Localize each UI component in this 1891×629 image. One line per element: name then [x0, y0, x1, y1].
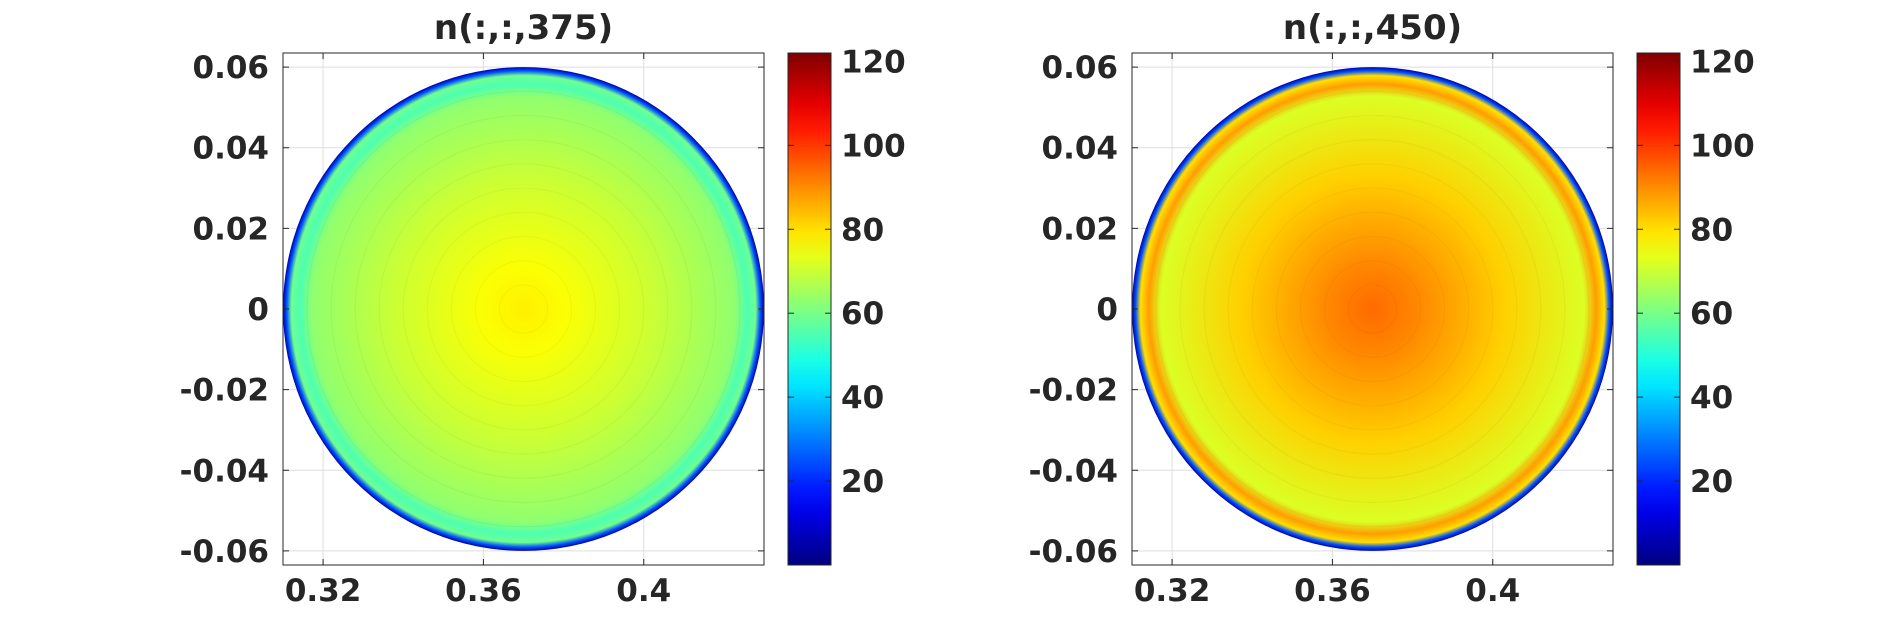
disk-field — [283, 67, 764, 551]
colorbar-tick-label: 40 — [1690, 380, 1733, 416]
y-tick-label: -0.06 — [1029, 534, 1118, 570]
x-tick-label: 0.36 — [445, 573, 522, 609]
y-tick-label: 0.06 — [1042, 50, 1119, 86]
x-tick-label: 0.36 — [1294, 573, 1371, 609]
colorbar — [788, 53, 831, 565]
x-tick-label: 0.4 — [616, 573, 671, 609]
y-tick-label: 0.06 — [193, 50, 270, 86]
chart-title: n(:,:,450) — [1283, 8, 1462, 48]
colorbar-box — [787, 52, 832, 566]
y-tick-label: -0.02 — [1029, 373, 1118, 409]
colorbar-tick-label: 120 — [841, 44, 906, 80]
y-tick-label: -0.02 — [180, 373, 269, 409]
y-tick-label: -0.04 — [180, 453, 269, 489]
y-tick-label: -0.06 — [180, 534, 269, 570]
x-tick-label: 0.32 — [1134, 573, 1211, 609]
colorbar-tick-label: 100 — [1690, 128, 1755, 164]
x-tick-label: 0.32 — [285, 573, 362, 609]
colorbar — [1637, 53, 1680, 565]
y-tick-label: 0.02 — [1042, 211, 1119, 247]
colorbar-tick-label: 40 — [841, 380, 884, 416]
x-tick-label: 0.4 — [1465, 573, 1520, 609]
chart-panel: 0.32 0.36 0.4 0.06 0.04 0.02 0 -0.02 -0.04 -0.06 n… — [180, 8, 906, 609]
y-tick-label: 0.04 — [193, 131, 270, 167]
y-tick-label: -0.04 — [1029, 453, 1118, 489]
colorbar-tick-label: 100 — [841, 128, 906, 164]
y-tick-label: 0.02 — [193, 211, 270, 247]
colorbar-tick-label: 20 — [841, 464, 884, 500]
y-tick-label: 0 — [247, 292, 269, 328]
colorbar-tick-label: 60 — [841, 296, 884, 332]
y-tick-label: 0.04 — [1042, 131, 1119, 167]
colorbar-tick-label: 20 — [1690, 464, 1733, 500]
disk-field — [1132, 67, 1613, 551]
chart-title: n(:,:,375) — [434, 8, 613, 48]
colorbar-tick-label: 120 — [1690, 44, 1755, 80]
colorbar-tick-label: 80 — [841, 212, 884, 248]
colorbar-tick-label: 60 — [1690, 296, 1733, 332]
colorbar-box — [1636, 52, 1681, 566]
chart-panel: 0.32 0.36 0.4 0.06 0.04 0.02 0 -0.02 -0.04 -0.06 n… — [1029, 8, 1755, 609]
colorbar-tick-label: 80 — [1690, 212, 1733, 248]
y-tick-label: 0 — [1096, 292, 1118, 328]
